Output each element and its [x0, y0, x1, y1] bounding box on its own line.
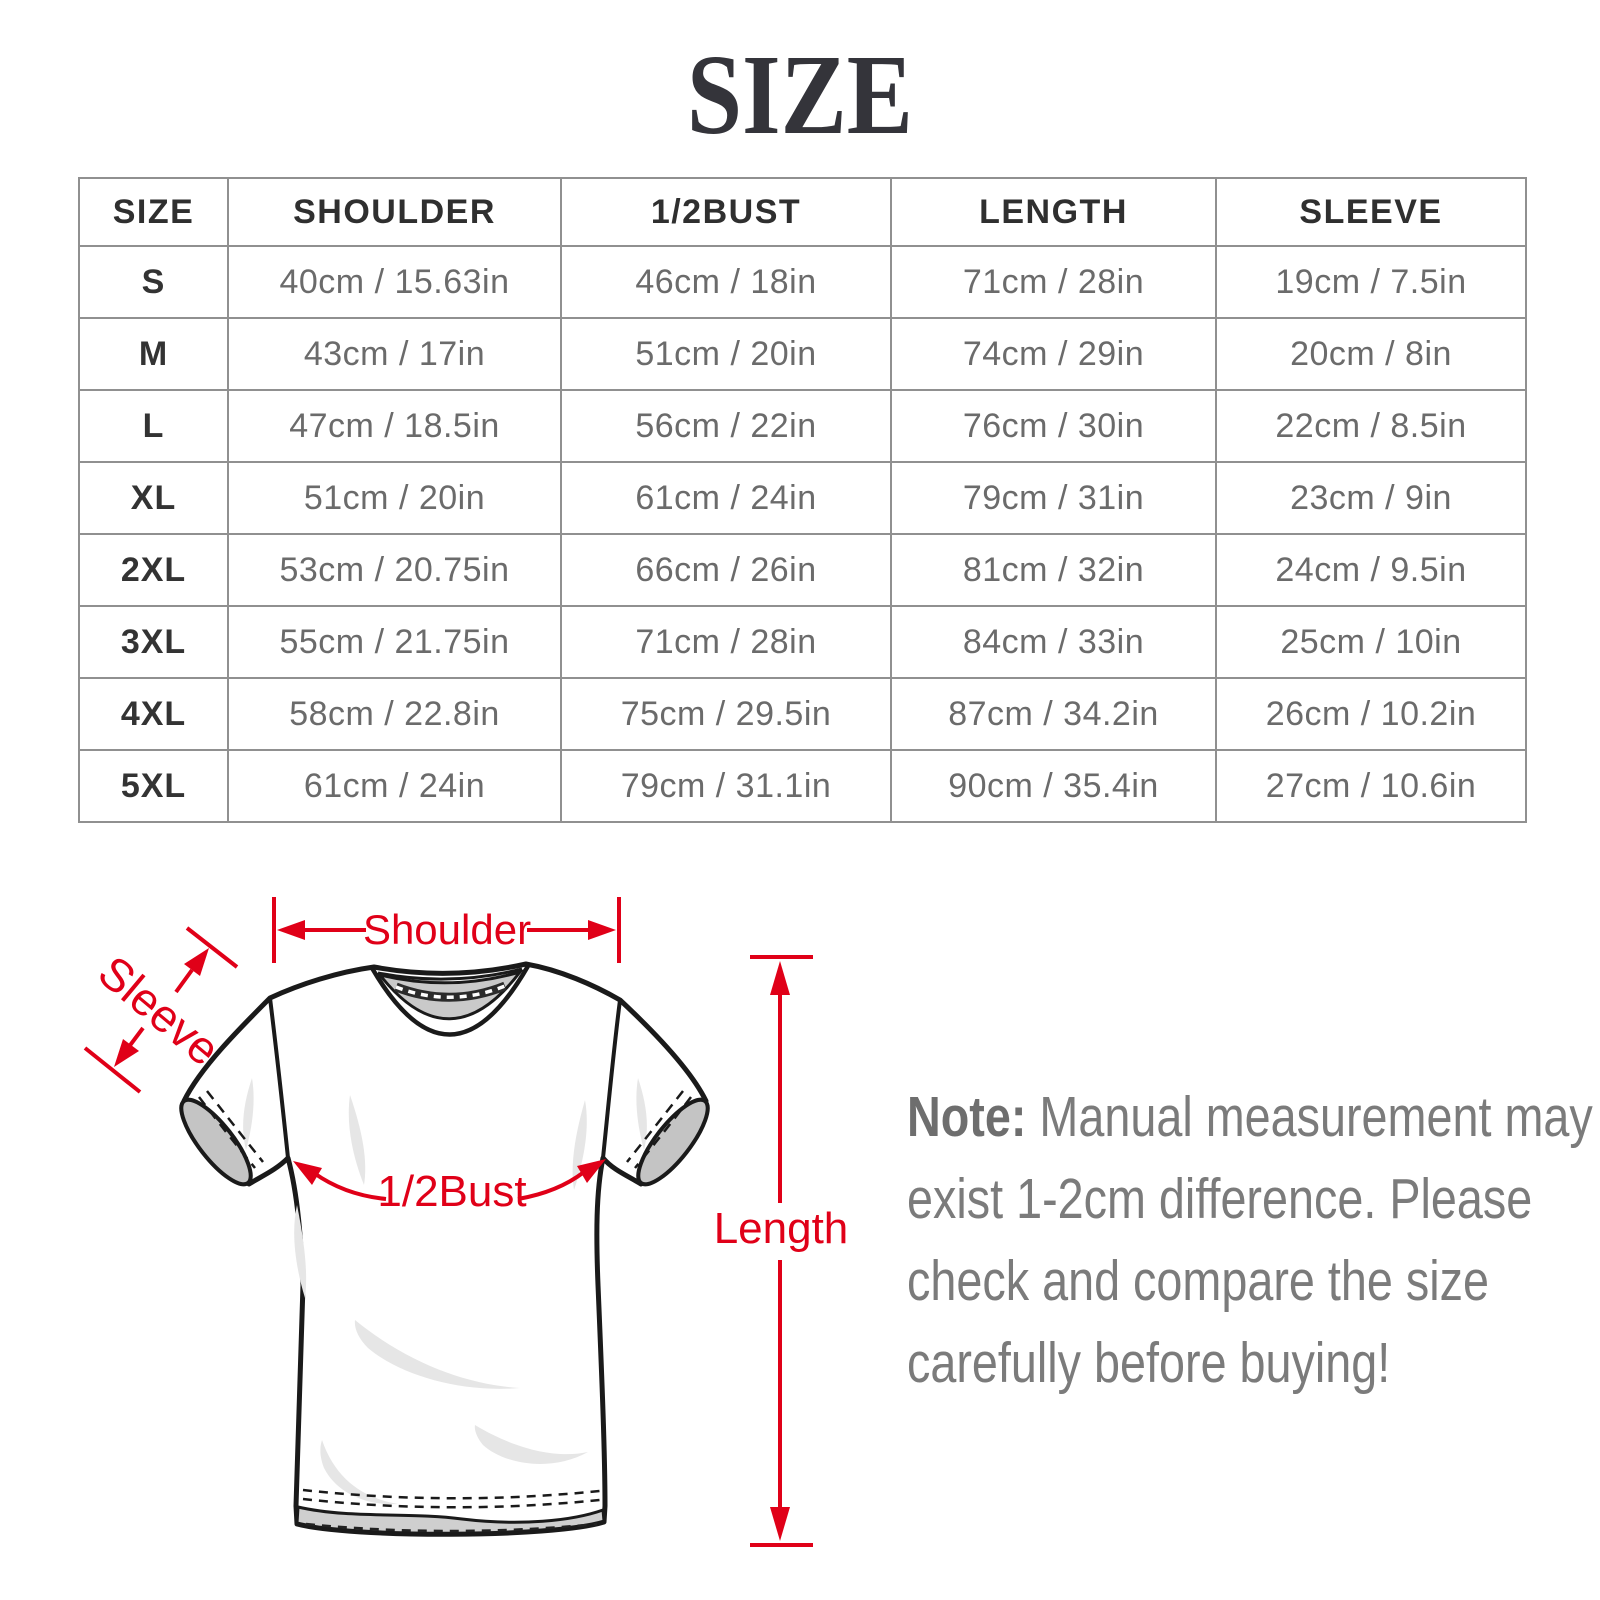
measurement-cell: 74cm / 29in: [890, 317, 1217, 391]
table-row: S 40cm / 15.63in 46cm / 18in 71cm / 28in 19c…: [78, 245, 1527, 319]
measurement-cell: 79cm / 31.1in: [560, 749, 892, 823]
tshirt-diagram: Shoulder Sleeve 1/2Bust Length: [83, 897, 849, 1547]
measurement-cell: 55cm / 21.75in: [227, 605, 562, 679]
hem: [295, 1488, 606, 1535]
page-title: SIZE: [686, 31, 914, 158]
measurement-cell: 23cm / 9in: [1215, 461, 1527, 535]
right-cuff: [636, 1097, 710, 1187]
measurement-cell: 61cm / 24in: [227, 749, 562, 823]
measurement-cell: 26cm / 10.2in: [1215, 677, 1527, 751]
table-row: XL 51cm / 20in 61cm / 24in 79cm / 31in 23cm …: [78, 461, 1527, 535]
measurement-cell: 71cm / 28in: [560, 605, 892, 679]
table-row: L 47cm / 18.5in 56cm / 22in 76cm / 30in 22cm…: [78, 389, 1527, 463]
size-cell: S: [78, 245, 229, 319]
measurement-cell: 53cm / 20.75in: [227, 533, 562, 607]
measurement-cell: 56cm / 22in: [560, 389, 892, 463]
table-row: 2XL 53cm / 20.75in 66cm / 26in 81cm / 32in 2…: [78, 533, 1527, 607]
size-cell: 2XL: [78, 533, 229, 607]
measurement-cell: 19cm / 7.5in: [1215, 245, 1527, 319]
measurement-cell: 81cm / 32in: [890, 533, 1217, 607]
measurement-cell: 22cm / 8.5in: [1215, 389, 1527, 463]
sleeve-label: Sleeve: [89, 945, 230, 1075]
size-cell: L: [78, 389, 229, 463]
bust-arrow: 1/2Bust: [293, 1159, 606, 1216]
table-row: 3XL 55cm / 21.75in 71cm / 28in 84cm / 33in 2…: [78, 605, 1527, 679]
table-row: M 43cm / 17in 51cm / 20in 74cm / 29in 20cm /…: [78, 317, 1527, 391]
length-label: Length: [714, 1204, 849, 1253]
measurement-cell: 61cm / 24in: [560, 461, 892, 535]
note-text: Note: Manual measurement may exist 1-2cm…: [907, 1076, 1593, 1404]
measurement-cell: 90cm / 35.4in: [890, 749, 1217, 823]
measurement-cell: 71cm / 28in: [890, 245, 1217, 319]
size-table: SIZE SHOULDER 1/2BUST LENGTH SLEEVE S 40c…: [78, 177, 1527, 823]
header-length: LENGTH: [890, 177, 1217, 247]
tshirt-outline: [179, 961, 710, 1537]
note-prefix: Note:: [907, 1085, 1027, 1149]
header-sleeve: SLEEVE: [1215, 177, 1527, 247]
sleeve-stitching: [198, 1090, 692, 1169]
length-arrow: Length: [714, 955, 849, 1547]
left-cuff: [179, 1097, 253, 1187]
measurement-cell: 27cm / 10.6in: [1215, 749, 1527, 823]
measurement-cell: 76cm / 30in: [890, 389, 1217, 463]
header-bust: 1/2BUST: [560, 177, 892, 247]
size-cell: 4XL: [78, 677, 229, 751]
shoulder-label: Shoulder: [363, 906, 531, 953]
size-cell: XL: [78, 461, 229, 535]
note-line: Note: Manual measurement may: [907, 1085, 1593, 1149]
size-cell: 5XL: [78, 749, 229, 823]
measurement-cell: 43cm / 17in: [227, 317, 562, 391]
note-line: check and compare the size: [907, 1249, 1489, 1313]
note-line: carefully before buying!: [907, 1331, 1391, 1395]
bust-label: 1/2Bust: [377, 1167, 526, 1216]
measurement-cell: 51cm / 20in: [560, 317, 892, 391]
measurement-cell: 47cm / 18.5in: [227, 389, 562, 463]
measurement-cell: 51cm / 20in: [227, 461, 562, 535]
measurement-cell: 87cm / 34.2in: [890, 677, 1217, 751]
header-size: SIZE: [78, 177, 229, 247]
table-row: 4XL 58cm / 22.8in 75cm / 29.5in 87cm / 34.2…: [78, 677, 1527, 751]
size-table-body: S 40cm / 15.63in 46cm / 18in 71cm / 28in 19c…: [78, 245, 1527, 823]
size-cell: M: [78, 317, 229, 391]
collar: [370, 964, 530, 1037]
header-shoulder: SHOULDER: [227, 177, 562, 247]
measurement-cell: 58cm / 22.8in: [227, 677, 562, 751]
sleeve-arrow: Sleeve: [83, 926, 239, 1094]
measurement-cell: 25cm / 10in: [1215, 605, 1527, 679]
measurement-cell: 84cm / 33in: [890, 605, 1217, 679]
measurement-cell: 20cm / 8in: [1215, 317, 1527, 391]
wrinkle-shading: [243, 1078, 647, 1505]
measurement-cell: 79cm / 31in: [890, 461, 1217, 535]
note-line: exist 1-2cm difference. Please: [907, 1167, 1533, 1231]
size-cell: 3XL: [78, 605, 229, 679]
measurement-cell: 66cm / 26in: [560, 533, 892, 607]
measurement-cell: 40cm / 15.63in: [227, 245, 562, 319]
table-header-row: SIZE SHOULDER 1/2BUST LENGTH SLEEVE: [78, 177, 1527, 247]
measurement-cell: 46cm / 18in: [560, 245, 892, 319]
measurement-cell: 24cm / 9.5in: [1215, 533, 1527, 607]
measurement-cell: 75cm / 29.5in: [560, 677, 892, 751]
table-row: 5XL 61cm / 24in 79cm / 31.1in 90cm / 35.4in…: [78, 749, 1527, 823]
shoulder-arrow: Shoulder: [272, 897, 621, 963]
